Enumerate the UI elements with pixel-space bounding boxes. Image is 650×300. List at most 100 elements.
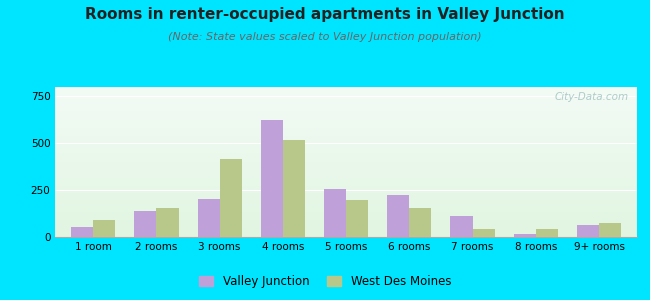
Bar (324, 189, 346, 237)
Bar (55, 186, 637, 187)
Bar (55, 95, 637, 96)
Bar (55, 97, 637, 98)
Bar (55, 93, 637, 94)
Bar (55, 163, 637, 164)
Bar (55, 200, 637, 201)
Bar (55, 154, 637, 155)
Bar (55, 122, 637, 123)
Bar (55, 137, 637, 138)
Bar (55, 150, 637, 151)
Bar (55, 109, 637, 110)
Bar (55, 191, 637, 192)
Bar (55, 215, 637, 216)
Bar (55, 203, 637, 204)
Bar (55, 102, 637, 103)
Bar (599, 223, 621, 237)
Bar (55, 124, 637, 125)
Bar (55, 184, 637, 185)
Bar (55, 127, 637, 128)
Bar (55, 232, 637, 233)
Bar (71, 227, 93, 237)
Bar (55, 207, 637, 208)
Bar (55, 158, 637, 159)
Bar (55, 90, 637, 91)
Bar (55, 169, 637, 170)
Bar (55, 119, 637, 120)
Bar (55, 225, 637, 226)
Bar (55, 188, 637, 189)
Bar (55, 226, 637, 227)
Bar (346, 200, 369, 237)
Bar (55, 105, 637, 106)
Bar (55, 134, 637, 135)
Text: (Note: State values scaled to Valley Junction population): (Note: State values scaled to Valley Jun… (168, 32, 482, 41)
Bar (55, 216, 637, 217)
Bar (55, 173, 637, 174)
Bar (55, 152, 637, 153)
Bar (55, 185, 637, 186)
Bar (55, 230, 637, 231)
Bar (55, 208, 637, 209)
Bar (55, 133, 637, 134)
Bar (55, 164, 637, 165)
Bar (55, 182, 637, 183)
Bar (55, 171, 637, 172)
Bar (55, 141, 637, 142)
Text: Rooms in renter-occupied apartments in Valley Junction: Rooms in renter-occupied apartments in V… (85, 8, 565, 22)
Bar (55, 98, 637, 99)
Bar (55, 199, 637, 200)
Bar (55, 146, 637, 147)
Bar (55, 221, 637, 222)
Bar (55, 205, 637, 206)
Legend: Valley Junction, West Des Moines: Valley Junction, West Des Moines (194, 270, 456, 292)
Bar (220, 159, 242, 237)
Bar (55, 167, 637, 168)
Bar (55, 187, 637, 188)
Bar (55, 100, 637, 101)
Bar (55, 132, 637, 133)
Bar (577, 225, 599, 237)
Bar (157, 208, 179, 237)
Bar (473, 229, 495, 237)
Bar (55, 139, 637, 140)
Bar (55, 183, 637, 184)
Bar (55, 211, 637, 212)
Bar (55, 210, 637, 211)
Bar (283, 140, 305, 237)
Bar (55, 100, 637, 101)
Bar (55, 212, 637, 213)
Bar (55, 155, 637, 156)
Bar (55, 165, 637, 166)
Bar (55, 177, 637, 178)
Bar (55, 223, 637, 224)
Bar (55, 106, 637, 107)
Bar (55, 236, 637, 237)
Bar (55, 192, 637, 193)
Bar (55, 130, 637, 131)
Bar (55, 179, 637, 180)
Bar (55, 110, 637, 111)
Bar (55, 138, 637, 139)
Bar (198, 199, 220, 237)
Bar (55, 169, 637, 170)
Bar (55, 149, 637, 150)
Bar (55, 114, 637, 115)
Bar (55, 103, 637, 104)
Bar (55, 224, 637, 225)
Bar (55, 118, 637, 119)
Bar (55, 101, 637, 102)
Bar (55, 178, 637, 179)
Bar (55, 159, 637, 160)
Bar (55, 115, 637, 116)
Bar (55, 189, 637, 190)
Bar (55, 128, 637, 129)
Bar (55, 87, 637, 88)
Bar (387, 195, 410, 237)
Bar (93, 220, 115, 237)
Bar (55, 88, 637, 89)
Bar (55, 162, 637, 163)
Bar (55, 147, 637, 148)
Bar (55, 156, 637, 157)
Bar (55, 113, 637, 114)
Bar (55, 121, 637, 122)
